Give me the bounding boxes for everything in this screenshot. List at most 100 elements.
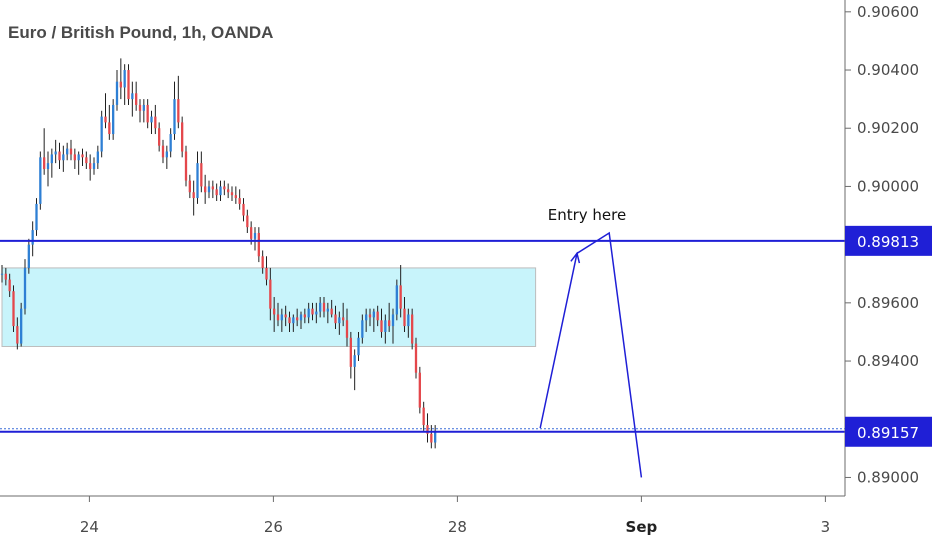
price-tick-label: 0.89000 [857,468,919,486]
candle-body [62,154,65,161]
candle-body [39,157,42,204]
candle-body [276,314,280,321]
candle-body [411,314,414,344]
candle-body [161,145,165,158]
candle-body [200,163,203,187]
horizontal-levels[interactable] [0,239,845,433]
candle-body [242,203,245,216]
candle-body [403,308,406,327]
candle-body [215,189,218,196]
projection-line [539,231,643,478]
candle-body [376,311,379,321]
candle-body [192,192,195,199]
price-label-text: 0.89813 [857,233,919,251]
candle-body [265,267,268,280]
candle-body [330,308,333,315]
candle-body [418,372,421,408]
price-tick-label: 0.90000 [857,177,919,195]
price-tick-label: 0.89600 [857,294,919,312]
candle-body [184,151,188,181]
candle-body [230,192,234,196]
candle-body [69,148,73,155]
candle-body [138,104,142,111]
candle-body [384,320,387,332]
candle-body [253,232,257,239]
candle-body [165,151,168,158]
candle-body [173,99,176,135]
price-label-text: 0.89157 [857,424,919,442]
time-axis[interactable]: 24 26 28 Sep 3 [0,495,845,536]
candle-body [238,198,241,204]
candle-body [169,134,172,152]
candle-body [46,163,50,169]
candle-body [112,104,115,135]
candle-body [85,157,88,164]
candle-body [115,81,119,105]
candle-body [89,163,92,169]
candle-body [4,273,7,280]
candle-body [35,203,38,231]
candle-body [73,154,76,161]
candle-body [0,273,4,275]
candle-body [299,314,303,321]
candle-body [219,186,222,196]
candle-body [334,314,337,324]
time-tick-label: Sep [626,518,658,536]
price-axis[interactable]: 0.90600 0.90400 0.90200 0.90000 0.89600 0.894… [844,0,932,496]
candle-body [227,189,230,193]
candle-body [338,317,341,324]
candle-body [108,122,111,135]
candle-body [77,154,80,161]
candle-body [27,244,30,268]
candle-body [246,215,249,228]
time-tick-label: 3 [821,518,831,536]
candle-body [288,317,291,324]
candle-body [223,186,226,190]
candle-body [119,81,122,88]
candle-body [311,308,314,315]
candle-body [391,314,395,327]
arrowhead [570,251,581,264]
candle-body [54,151,57,155]
support-zone [1,267,537,347]
candle-body [250,227,253,239]
candle-body [8,279,11,292]
time-tick-label: 24 [80,518,99,536]
candle-body [345,320,349,338]
candle-body [357,337,360,356]
candle-body [303,314,306,318]
candle-body [326,308,329,312]
candle-body [395,285,398,315]
candle-body [158,128,161,146]
candle-body [100,116,103,152]
candle-body [319,302,322,312]
candle-body [407,314,410,327]
time-axis-ticks: 24 26 28 Sep 3 [80,496,830,536]
candle-body [211,186,214,190]
candle-body [372,311,375,318]
candle-body [284,314,287,318]
candle-body [31,230,34,245]
candle-body [204,186,207,193]
price-tick-label: 0.90600 [857,3,919,21]
price-label-box [845,225,932,256]
candle-body [58,151,61,161]
candle-body [16,326,19,344]
price-axis-ticks: 0.90600 0.90400 0.90200 0.90000 0.89600 0.894… [845,3,919,486]
candle-body [154,116,157,129]
candle-body [273,308,276,315]
candle-body [127,70,130,100]
candle-body [426,425,429,434]
candle-body [280,314,283,321]
candle-body [257,232,260,257]
candle-body [12,291,15,327]
candle-body [135,93,138,105]
candle-body [123,70,126,88]
candle-body [142,104,145,111]
candle-body [196,163,199,199]
candle-body [353,355,356,367]
entry-annotation: Entry here [548,206,626,224]
candle-body [50,154,53,164]
chart-title: Euro / British Pound, 1h, OANDA [8,23,273,42]
